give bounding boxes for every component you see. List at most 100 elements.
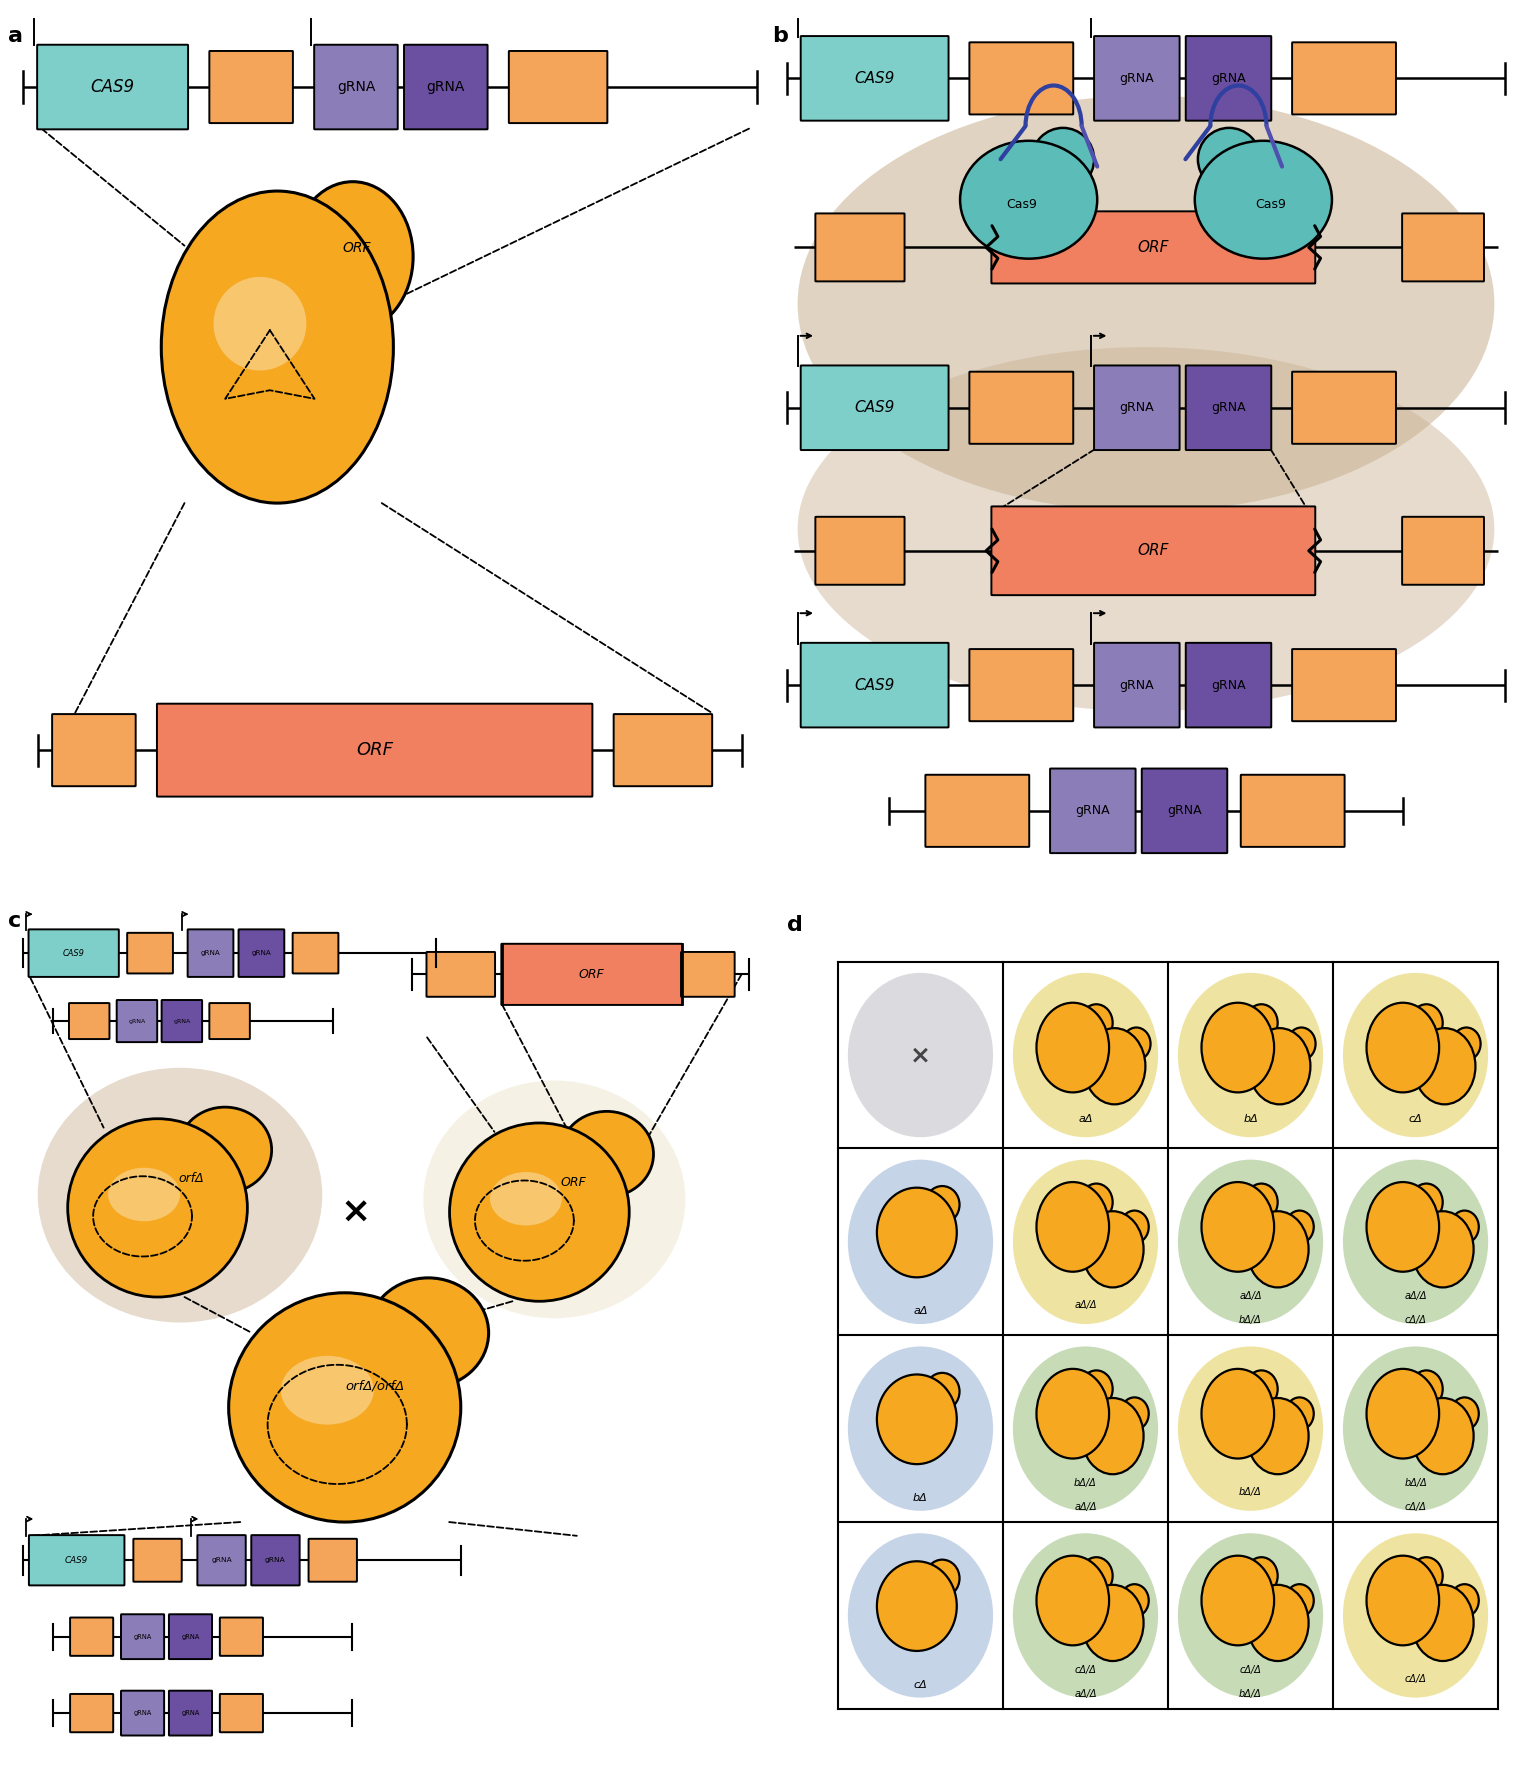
- Ellipse shape: [1450, 1210, 1479, 1244]
- Text: aΔ/Δ: aΔ/Δ: [1074, 1300, 1097, 1311]
- FancyBboxPatch shape: [1186, 642, 1271, 727]
- FancyBboxPatch shape: [1241, 775, 1345, 847]
- Ellipse shape: [877, 1375, 957, 1465]
- Text: cΔ/Δ: cΔ/Δ: [1074, 1665, 1097, 1675]
- FancyBboxPatch shape: [801, 35, 949, 120]
- Text: CAS9: CAS9: [66, 1555, 89, 1566]
- FancyBboxPatch shape: [293, 932, 338, 973]
- Ellipse shape: [1285, 1398, 1314, 1429]
- Text: bΔ: bΔ: [1244, 1113, 1258, 1123]
- Text: orfΔ/orfΔ: orfΔ/orfΔ: [345, 1380, 405, 1392]
- Text: Cas9: Cas9: [1005, 198, 1038, 211]
- FancyBboxPatch shape: [188, 929, 234, 976]
- Ellipse shape: [1082, 1212, 1143, 1288]
- Ellipse shape: [1412, 1585, 1473, 1661]
- Text: cΔ: cΔ: [1409, 1113, 1423, 1123]
- Ellipse shape: [960, 142, 1097, 258]
- FancyBboxPatch shape: [170, 1691, 212, 1735]
- Text: gRNA: gRNA: [211, 1557, 232, 1564]
- Ellipse shape: [1080, 1005, 1112, 1042]
- Ellipse shape: [877, 1562, 957, 1650]
- Text: bΔ: bΔ: [914, 1493, 927, 1502]
- Ellipse shape: [449, 1123, 630, 1302]
- FancyBboxPatch shape: [1094, 642, 1180, 727]
- Ellipse shape: [1013, 1534, 1158, 1698]
- Ellipse shape: [1218, 156, 1271, 207]
- Text: CAS9: CAS9: [854, 71, 895, 87]
- FancyBboxPatch shape: [969, 649, 1073, 722]
- FancyBboxPatch shape: [220, 1617, 263, 1656]
- Ellipse shape: [214, 278, 306, 370]
- FancyBboxPatch shape: [209, 51, 293, 124]
- Ellipse shape: [1013, 973, 1158, 1137]
- Ellipse shape: [1036, 1182, 1109, 1272]
- FancyBboxPatch shape: [52, 715, 136, 785]
- FancyBboxPatch shape: [133, 1539, 182, 1581]
- FancyBboxPatch shape: [251, 1535, 299, 1585]
- FancyBboxPatch shape: [614, 715, 712, 785]
- Ellipse shape: [368, 1277, 489, 1389]
- FancyBboxPatch shape: [309, 1539, 358, 1581]
- Text: gRNA: gRNA: [1120, 402, 1154, 414]
- Ellipse shape: [1245, 1371, 1277, 1408]
- Ellipse shape: [1450, 1398, 1479, 1429]
- Ellipse shape: [924, 1560, 960, 1597]
- Ellipse shape: [1036, 1003, 1109, 1093]
- FancyBboxPatch shape: [1094, 35, 1180, 120]
- Text: bΔ/Δ: bΔ/Δ: [1239, 1488, 1262, 1497]
- Text: ORF: ORF: [579, 968, 605, 980]
- Text: cΔ/Δ: cΔ/Δ: [1239, 1665, 1262, 1675]
- Ellipse shape: [848, 1346, 993, 1511]
- Text: gRNA: gRNA: [1120, 73, 1154, 85]
- Ellipse shape: [1285, 1210, 1314, 1244]
- FancyBboxPatch shape: [238, 929, 284, 976]
- Ellipse shape: [1122, 1028, 1151, 1060]
- FancyBboxPatch shape: [1186, 366, 1271, 449]
- Ellipse shape: [798, 96, 1494, 511]
- Text: CAS9: CAS9: [854, 400, 895, 416]
- Ellipse shape: [1083, 1028, 1146, 1104]
- Ellipse shape: [1198, 127, 1261, 191]
- FancyBboxPatch shape: [70, 1617, 113, 1656]
- Text: aΔ/Δ: aΔ/Δ: [1074, 1502, 1097, 1512]
- Ellipse shape: [1080, 1183, 1112, 1221]
- Ellipse shape: [877, 1187, 957, 1277]
- Ellipse shape: [1013, 1346, 1158, 1511]
- Text: ORF: ORF: [1138, 543, 1169, 559]
- Ellipse shape: [848, 1160, 993, 1323]
- Ellipse shape: [924, 1373, 960, 1410]
- FancyBboxPatch shape: [426, 952, 495, 996]
- Ellipse shape: [1082, 1585, 1143, 1661]
- Text: Cas9: Cas9: [1254, 198, 1287, 211]
- Ellipse shape: [423, 1081, 686, 1318]
- FancyBboxPatch shape: [157, 704, 593, 796]
- Ellipse shape: [1120, 1398, 1149, 1429]
- Ellipse shape: [1178, 1346, 1323, 1511]
- FancyBboxPatch shape: [509, 51, 607, 124]
- Ellipse shape: [1366, 1369, 1439, 1458]
- Text: aΔ/Δ: aΔ/Δ: [1074, 1689, 1097, 1698]
- Text: gRNA: gRNA: [128, 1019, 145, 1024]
- Ellipse shape: [1245, 1005, 1277, 1042]
- Text: cΔ/Δ: cΔ/Δ: [1404, 1316, 1427, 1325]
- Text: gRNA: gRNA: [426, 80, 465, 94]
- Text: gRNA: gRNA: [133, 1635, 151, 1640]
- Text: bΔ/Δ: bΔ/Δ: [1404, 1477, 1427, 1488]
- Ellipse shape: [798, 347, 1494, 711]
- FancyBboxPatch shape: [69, 1003, 110, 1038]
- FancyBboxPatch shape: [116, 999, 157, 1042]
- FancyBboxPatch shape: [127, 932, 173, 973]
- Ellipse shape: [1366, 1555, 1439, 1645]
- Ellipse shape: [1080, 1371, 1112, 1408]
- FancyBboxPatch shape: [1141, 768, 1227, 853]
- Text: b: b: [772, 27, 788, 46]
- Text: CAS9: CAS9: [854, 678, 895, 693]
- FancyBboxPatch shape: [1293, 42, 1397, 115]
- Ellipse shape: [1178, 973, 1323, 1137]
- Ellipse shape: [1013, 1160, 1158, 1323]
- FancyBboxPatch shape: [37, 44, 188, 129]
- Ellipse shape: [1248, 1028, 1311, 1104]
- FancyBboxPatch shape: [992, 506, 1316, 594]
- Ellipse shape: [229, 1293, 461, 1521]
- Ellipse shape: [1178, 1160, 1323, 1323]
